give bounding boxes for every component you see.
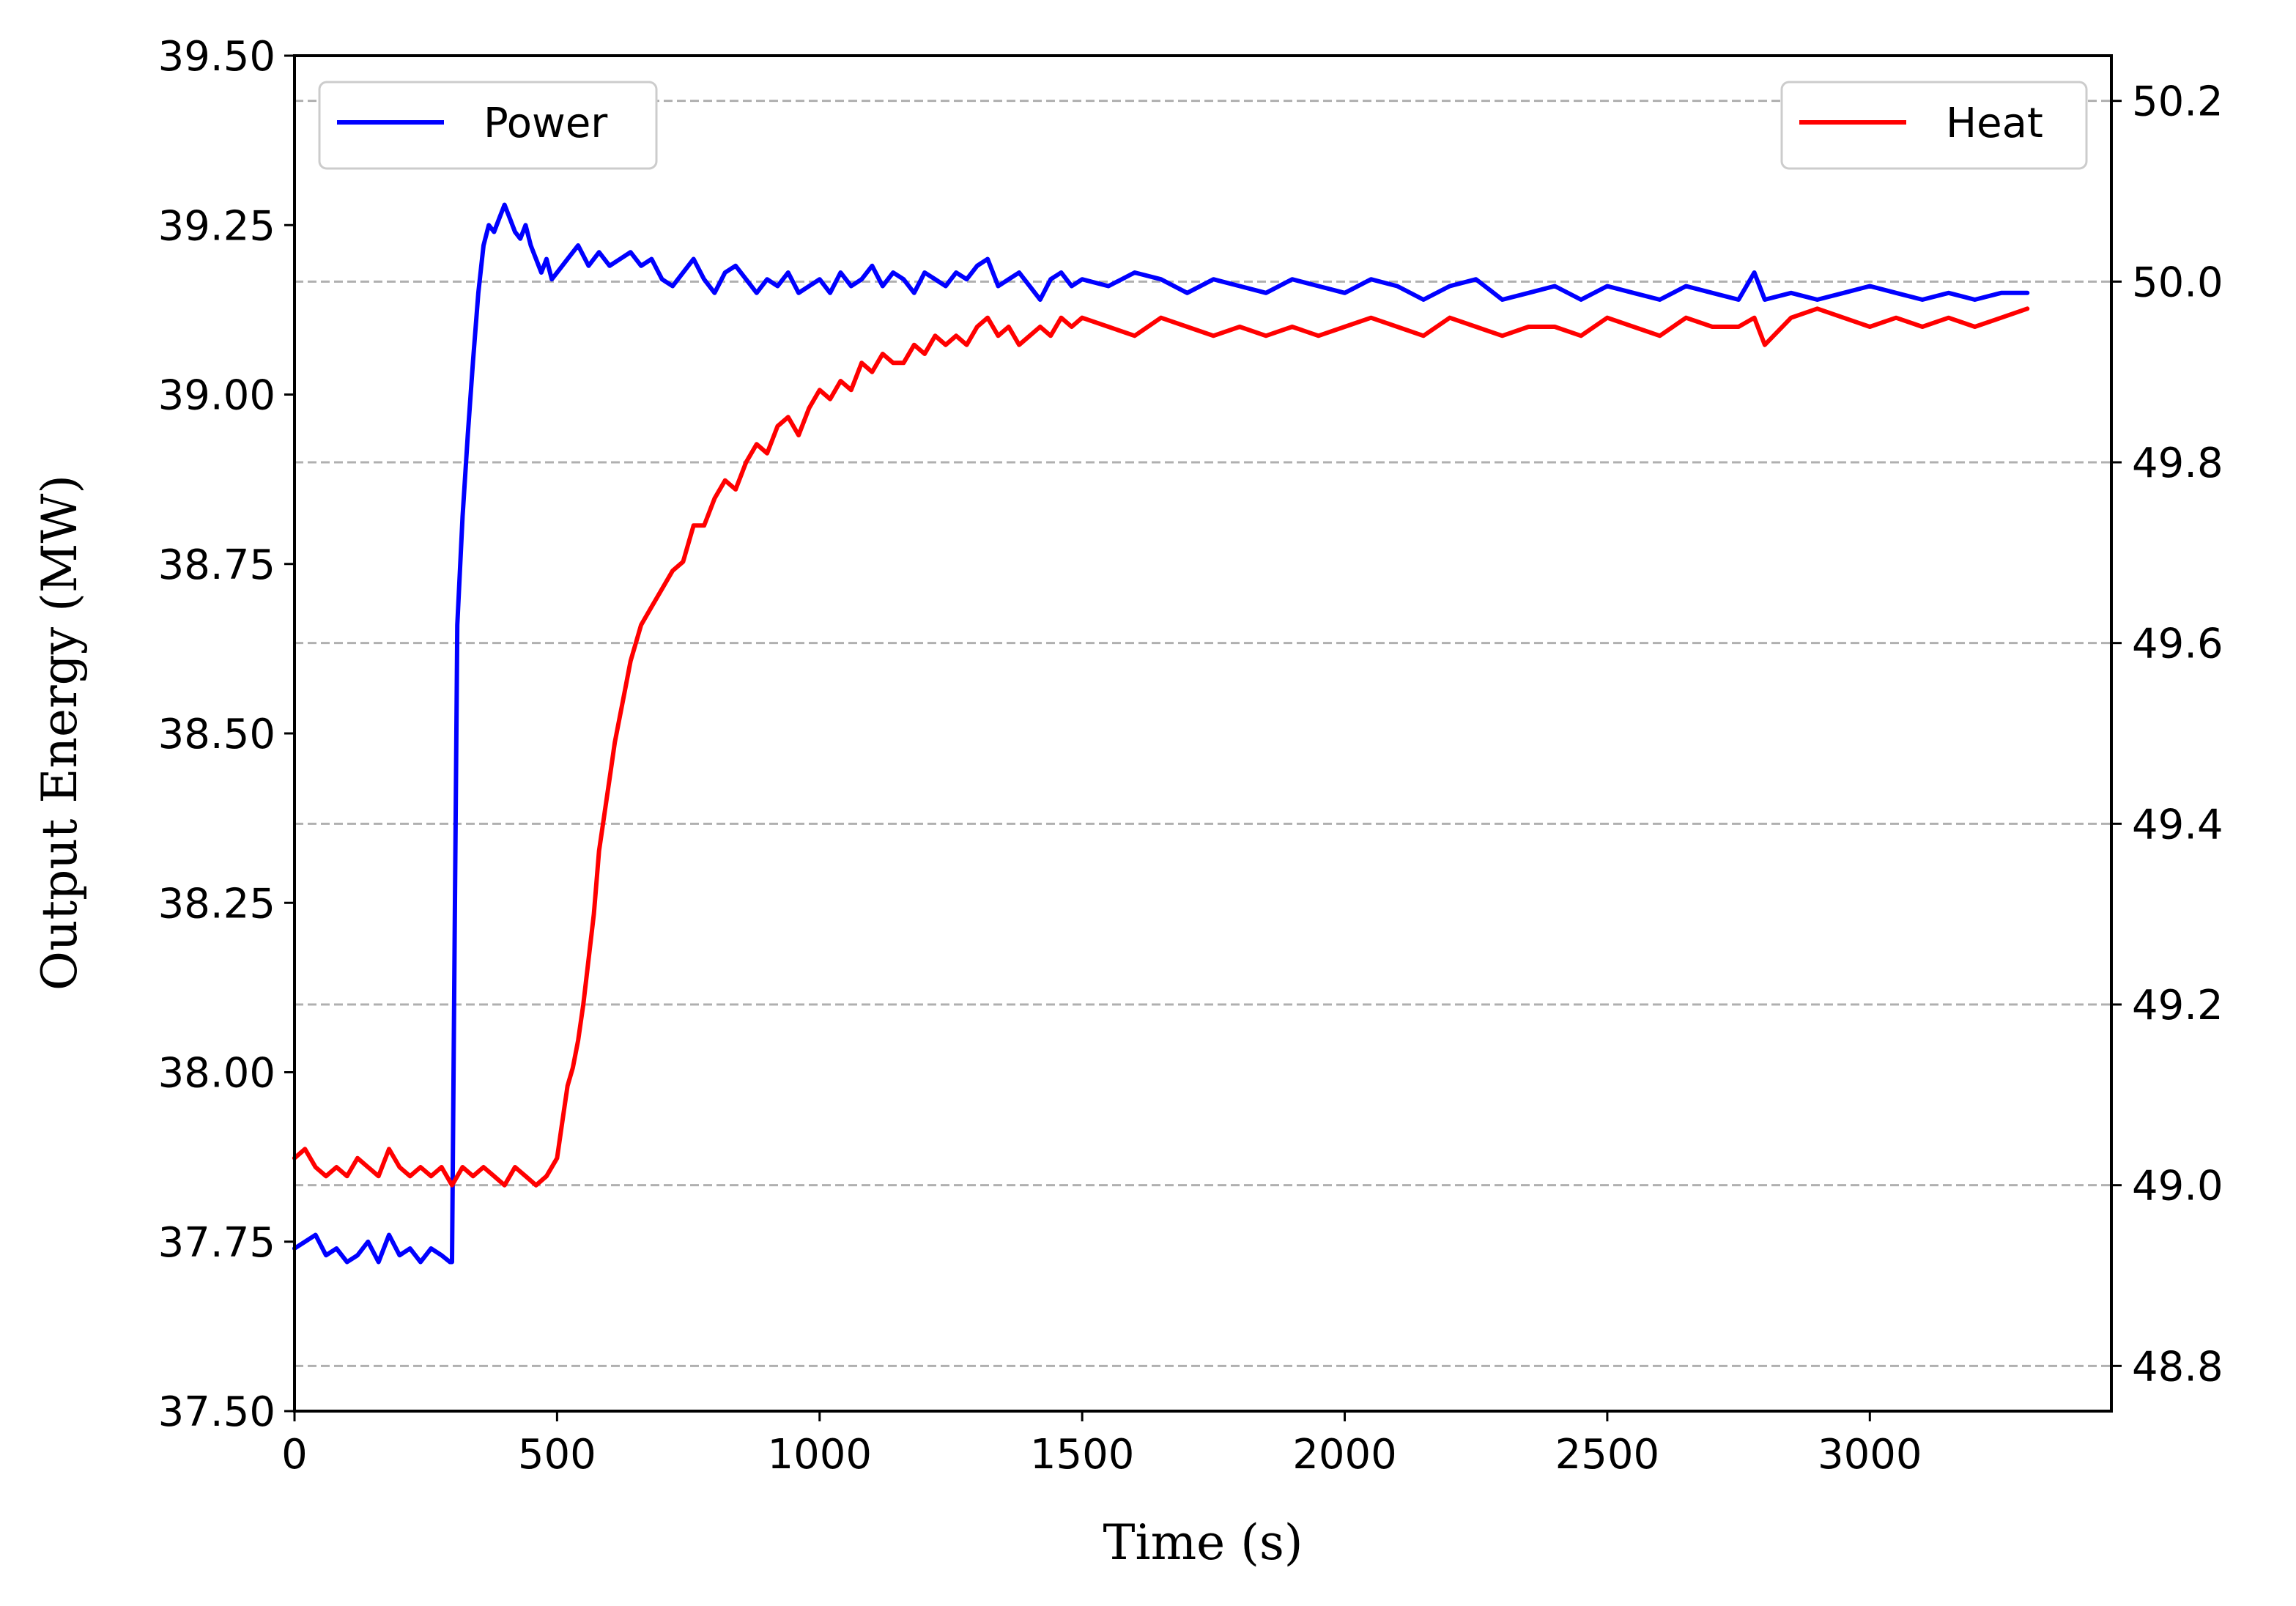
- y2-tick-label: 49.4: [2132, 801, 2223, 848]
- y-tick-label: 39.50: [158, 33, 275, 81]
- series-line-heat: [292, 306, 2030, 1188]
- legend-power: Power: [318, 81, 658, 170]
- x-axis-ticks: 0 500 1000 1500 2000 2500 3000: [281, 1411, 1922, 1479]
- y2-tick-label: 49.6: [2132, 621, 2223, 668]
- x-tick-label: 500: [518, 1431, 596, 1479]
- y-tick-label: 37.50: [158, 1388, 275, 1436]
- y-axis-left-ticks: 37.50 37.75 38.00 38.25 38.50 38.75 39.00 39.25…: [158, 33, 295, 1436]
- legend-power-label: Power: [484, 100, 608, 147]
- y2-tick-label: 49.0: [2132, 1163, 2223, 1210]
- y-tick-label: 38.50: [158, 711, 275, 758]
- series-lines: [292, 202, 2030, 1265]
- series-line-power: [292, 202, 2030, 1265]
- legend-heat: Heat: [1780, 81, 2088, 170]
- legend-heat-box: [1780, 81, 2088, 170]
- y2-tick-label: 50.2: [2132, 78, 2223, 126]
- x-tick-label: 2500: [1555, 1431, 1660, 1479]
- y-tick-label: 38.00: [158, 1050, 275, 1098]
- y-tick-label: 38.75: [158, 541, 275, 589]
- y-axis-title: Output Energy (MW): [32, 475, 88, 991]
- y2-tick-label: 49.2: [2132, 982, 2223, 1029]
- y2-tick-label: 49.8: [2132, 440, 2223, 487]
- y2-tick-label: 48.8: [2132, 1343, 2223, 1391]
- y-tick-label: 39.00: [158, 372, 275, 420]
- y-tick-label: 38.25: [158, 880, 275, 928]
- y-tick-label: 37.75: [158, 1219, 275, 1267]
- y-axis-right-ticks: 48.8 49.0 49.2 49.4 49.6 49.8 50.0 50.2: [2111, 78, 2223, 1391]
- y2-tick-label: 50.0: [2132, 259, 2223, 306]
- legend-heat-label: Heat: [1946, 100, 2043, 147]
- x-tick-label: 2000: [1292, 1431, 1397, 1479]
- x-tick-label: 3000: [1818, 1431, 1922, 1479]
- x-tick-label: 1500: [1030, 1431, 1135, 1479]
- x-axis-title: Time (s): [1103, 1514, 1303, 1571]
- y-tick-label: 39.25: [158, 202, 275, 250]
- x-tick-label: 1000: [768, 1431, 873, 1479]
- legend-power-box: [318, 81, 658, 170]
- x-tick-label: 0: [281, 1431, 308, 1479]
